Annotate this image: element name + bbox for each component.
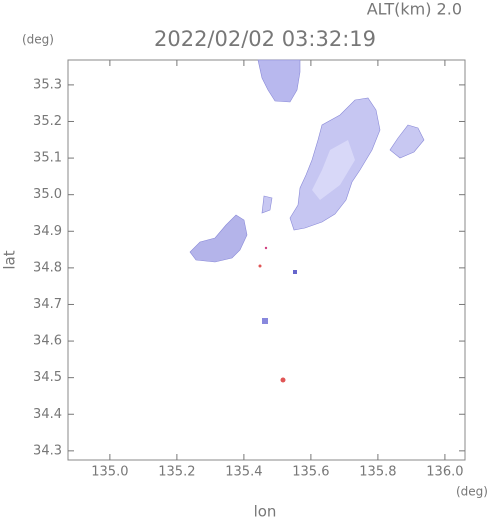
echo-area — [189, 59, 425, 383]
echo-cell — [280, 377, 286, 383]
x-tick-label: 135.8 — [359, 465, 396, 480]
echo-cell — [189, 214, 248, 263]
y-tick-label: 34.7 — [33, 297, 62, 312]
y-tick-label: 35.3 — [33, 77, 62, 92]
plot-frame — [67, 59, 466, 461]
y-tick-label: 34.6 — [33, 334, 62, 349]
echo-cell — [258, 264, 262, 268]
y-unit: (deg) — [22, 33, 54, 47]
chart-title: 2022/02/02 03:32:19 — [154, 27, 376, 51]
x-unit: (deg) — [456, 485, 488, 499]
x-tick-label: 135.6 — [292, 465, 329, 480]
y-axis-label: lat — [1, 250, 19, 269]
echo-cell — [262, 318, 268, 324]
echo-cell — [264, 246, 268, 250]
x-tick-label: 136.0 — [426, 465, 463, 480]
x-tick-label: 135.2 — [158, 465, 195, 480]
y-tick-label: 34.5 — [33, 370, 62, 385]
y-tick-label: 34.4 — [33, 407, 62, 422]
y-tick-label: 34.8 — [33, 260, 62, 275]
echo-cell — [312, 140, 355, 200]
echo-cell — [293, 270, 297, 274]
y-tick-label: 34.3 — [33, 443, 62, 458]
x-tick-label: 135.0 — [91, 465, 128, 480]
y-tick-label: 35.1 — [33, 151, 62, 166]
x-axis-label: lon — [254, 503, 277, 521]
y-tick-label: 35.0 — [33, 187, 62, 202]
altitude-label: ALT(km) 2.0 — [367, 0, 462, 19]
x-tick-label: 135.4 — [225, 465, 262, 480]
echo-cell — [257, 59, 301, 103]
echo-cell — [261, 195, 273, 214]
y-tick-label: 35.2 — [33, 114, 62, 129]
echo-cell — [389, 124, 425, 159]
y-tick-label: 34.9 — [33, 224, 62, 239]
